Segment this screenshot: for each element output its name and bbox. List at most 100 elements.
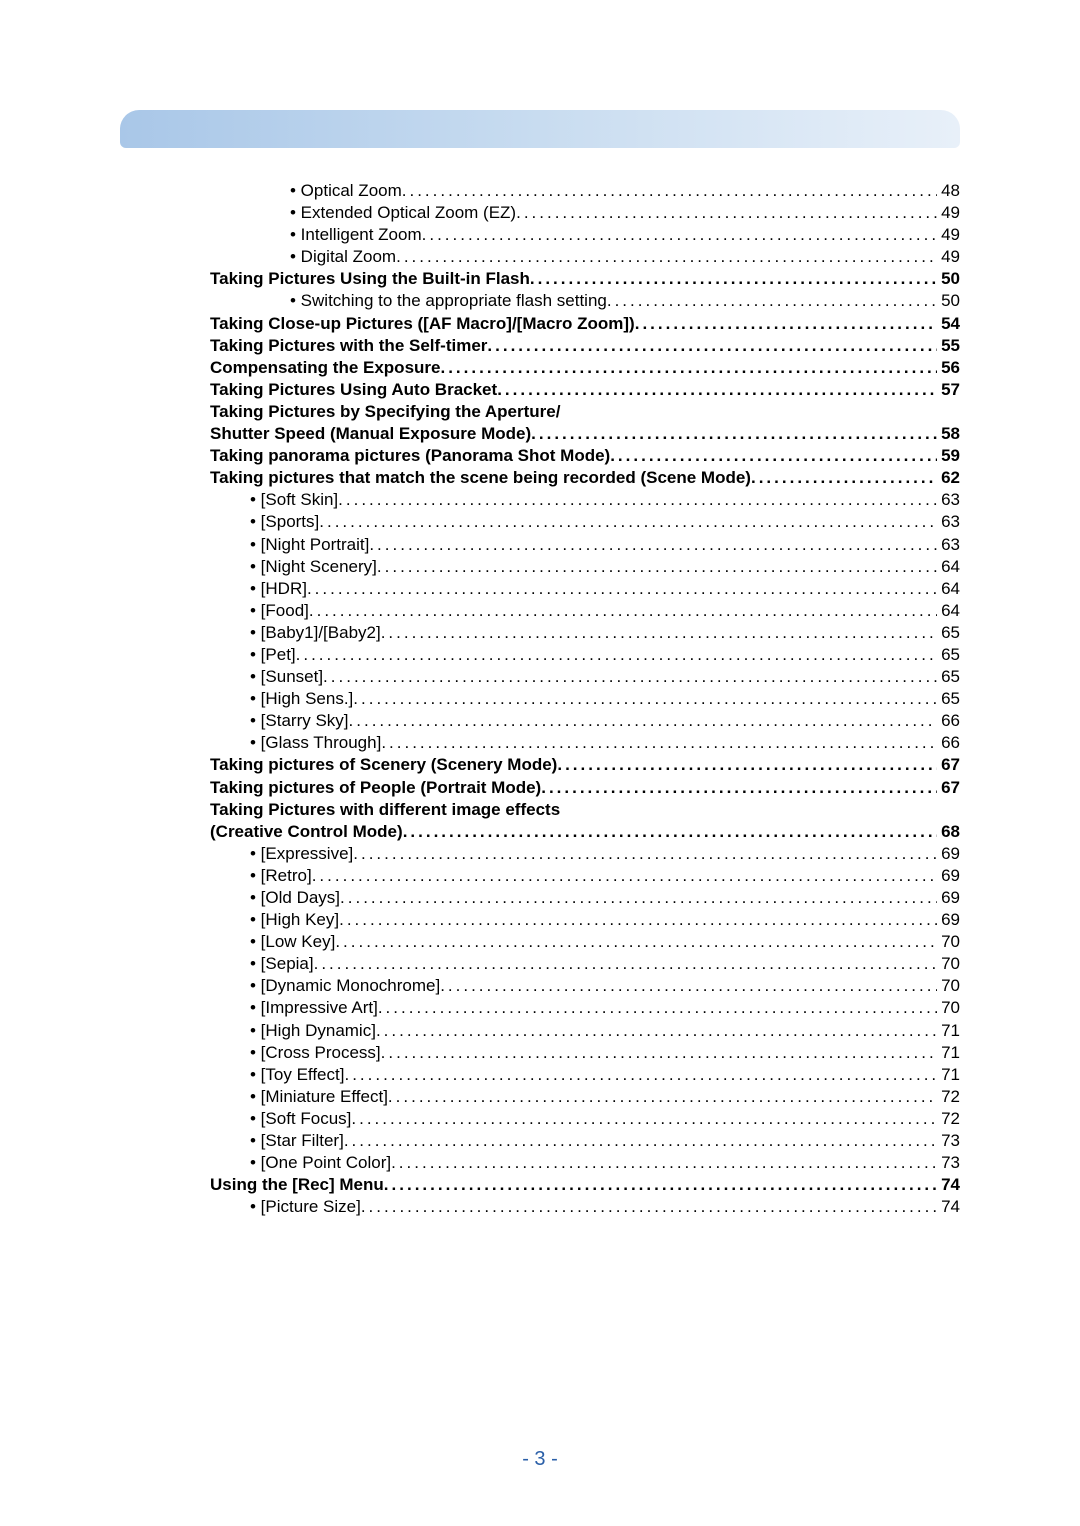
toc-entry-text: Taking Pictures Using Auto Bracket bbox=[210, 379, 497, 401]
page-number-footer: - 3 - bbox=[0, 1448, 1080, 1471]
toc-leader-dots bbox=[377, 556, 937, 578]
toc-entry-text: Taking Pictures Using the Built-in Flash bbox=[210, 268, 530, 290]
toc-entry-page: 62 bbox=[937, 467, 960, 489]
toc-entry-page: 70 bbox=[937, 997, 960, 1019]
toc-leader-dots bbox=[340, 887, 937, 909]
toc-entry: • [Dynamic Monochrome] 70 bbox=[120, 975, 960, 997]
toc-entry: • [Starry Sky] 66 bbox=[120, 710, 960, 732]
toc-entry-page: 73 bbox=[937, 1152, 960, 1174]
toc-entry-page: 72 bbox=[937, 1086, 960, 1108]
toc-leader-dots bbox=[314, 953, 937, 975]
toc-entry-text: • [High Dynamic] bbox=[250, 1020, 376, 1042]
toc-entry-text: • [Impressive Art] bbox=[250, 997, 378, 1019]
toc-entry-page: 73 bbox=[937, 1130, 960, 1152]
toc-leader-dots bbox=[516, 202, 937, 224]
toc-entry-text: • [Retro] bbox=[250, 865, 312, 887]
toc-entry-text: • Extended Optical Zoom (EZ) bbox=[290, 202, 516, 224]
toc-leader-dots bbox=[381, 1042, 937, 1064]
toc-leader-dots bbox=[381, 732, 937, 754]
toc-entry: • [Food] 64 bbox=[120, 600, 960, 622]
toc-entry-text: • [Picture Size] bbox=[250, 1196, 361, 1218]
toc-entry: Taking Pictures by Specifying the Apertu… bbox=[120, 401, 960, 423]
toc-entry-text: • [HDR] bbox=[250, 578, 307, 600]
toc-entry-page: 71 bbox=[937, 1020, 960, 1042]
toc-entry: • [One Point Color] 73 bbox=[120, 1152, 960, 1174]
toc-leader-dots bbox=[402, 180, 937, 202]
toc-entry-text: • [Star Filter] bbox=[250, 1130, 344, 1152]
toc-entry-page: 65 bbox=[937, 666, 960, 688]
toc-entry-text: • [Expressive] bbox=[250, 843, 353, 865]
toc-entry-page: 57 bbox=[937, 379, 960, 401]
toc-entry-text: Taking Pictures by Specifying the Apertu… bbox=[210, 401, 560, 423]
toc-entry: • [Baby1]/[Baby2] 65 bbox=[120, 622, 960, 644]
toc-entry-text: • [Old Days] bbox=[250, 887, 340, 909]
toc-leader-dots bbox=[751, 467, 937, 489]
toc-entry-text: • [Soft Skin] bbox=[250, 489, 338, 511]
toc-leader-dots bbox=[440, 357, 937, 379]
toc-entry-text: • [Night Scenery] bbox=[250, 556, 377, 578]
toc-entry-page: 65 bbox=[937, 688, 960, 710]
toc-entry-page: 72 bbox=[937, 1108, 960, 1130]
toc-entry-page: 59 bbox=[937, 445, 960, 467]
toc-entry-text: • [Cross Process] bbox=[250, 1042, 381, 1064]
toc-entry: • [Soft Skin] 63 bbox=[120, 489, 960, 511]
toc-leader-dots bbox=[353, 688, 937, 710]
toc-entry-text: • [Sports] bbox=[250, 511, 319, 533]
toc-entry: • Extended Optical Zoom (EZ) 49 bbox=[120, 202, 960, 224]
toc-entry: Compensating the Exposure 56 bbox=[120, 357, 960, 379]
toc-leader-dots bbox=[487, 335, 937, 357]
toc-entry: • Intelligent Zoom 49 bbox=[120, 224, 960, 246]
toc-entry-text: • [Toy Effect] bbox=[250, 1064, 344, 1086]
toc-entry: • [Low Key] 70 bbox=[120, 931, 960, 953]
toc-entry-page: 56 bbox=[937, 357, 960, 379]
toc-entry-text: • [Miniature Effect] bbox=[250, 1086, 388, 1108]
toc-entry-text: • Optical Zoom bbox=[290, 180, 402, 202]
toc-entry-page: 69 bbox=[937, 865, 960, 887]
toc-entry-page: 69 bbox=[937, 909, 960, 931]
toc-entry-text: • [Food] bbox=[250, 600, 309, 622]
toc-entry-page: 69 bbox=[937, 843, 960, 865]
toc-entry-page: 71 bbox=[937, 1064, 960, 1086]
toc-leader-dots bbox=[388, 1086, 937, 1108]
toc-leader-dots bbox=[349, 710, 938, 732]
toc-entry: • [Sunset] 65 bbox=[120, 666, 960, 688]
toc-leader-dots bbox=[635, 313, 937, 335]
toc-entry-text: Taking panorama pictures (Panorama Shot … bbox=[210, 445, 610, 467]
toc-entry: Taking Pictures Using the Built-in Flash… bbox=[120, 268, 960, 290]
toc-entry-page: 74 bbox=[937, 1174, 960, 1196]
toc-entry-text: Taking Pictures with different image eff… bbox=[210, 799, 560, 821]
toc-entry-text: • [High Sens.] bbox=[250, 688, 353, 710]
toc-entry: • Switching to the appropriate flash set… bbox=[120, 290, 960, 312]
toc-entry: • [Impressive Art] 70 bbox=[120, 997, 960, 1019]
toc-entry-page: 67 bbox=[937, 777, 960, 799]
toc-entry: • [Glass Through] 66 bbox=[120, 732, 960, 754]
toc-leader-dots bbox=[381, 622, 937, 644]
table-of-contents: • Optical Zoom 48• Extended Optical Zoom… bbox=[120, 180, 960, 1218]
toc-entry: Taking Pictures Using Auto Bracket 57 bbox=[120, 379, 960, 401]
toc-entry-page: 50 bbox=[937, 268, 960, 290]
toc-entry: • [Night Portrait] 63 bbox=[120, 534, 960, 556]
toc-entry: • [Night Scenery] 64 bbox=[120, 556, 960, 578]
toc-entry-page: 74 bbox=[937, 1196, 960, 1218]
toc-entry-text: • [Pet] bbox=[250, 644, 296, 666]
toc-entry: Taking panorama pictures (Panorama Shot … bbox=[120, 445, 960, 467]
toc-entry-page: 66 bbox=[937, 710, 960, 732]
toc-leader-dots bbox=[319, 511, 937, 533]
toc-entry-text: • [Night Portrait] bbox=[250, 534, 369, 556]
toc-entry: Taking Close-up Pictures ([AF Macro]/[Ma… bbox=[120, 313, 960, 335]
toc-leader-dots bbox=[351, 1108, 937, 1130]
toc-leader-dots bbox=[541, 777, 937, 799]
toc-entry-text: • Digital Zoom bbox=[290, 246, 396, 268]
toc-entry-text: Using the [Rec] Menu bbox=[210, 1174, 384, 1196]
toc-entry-text: Shutter Speed (Manual Exposure Mode) bbox=[210, 423, 531, 445]
toc-leader-dots bbox=[557, 754, 937, 776]
toc-entry: Taking pictures that match the scene bei… bbox=[120, 467, 960, 489]
toc-entry: • [Sepia] 70 bbox=[120, 953, 960, 975]
toc-leader-dots bbox=[309, 600, 937, 622]
toc-entry-page: 69 bbox=[937, 887, 960, 909]
toc-leader-dots bbox=[376, 1020, 937, 1042]
toc-entry: Using the [Rec] Menu 74 bbox=[120, 1174, 960, 1196]
toc-entry: Taking Pictures with the Self-timer 55 bbox=[120, 335, 960, 357]
toc-entry-text: Taking pictures of People (Portrait Mode… bbox=[210, 777, 541, 799]
toc-entry-page: 63 bbox=[937, 534, 960, 556]
